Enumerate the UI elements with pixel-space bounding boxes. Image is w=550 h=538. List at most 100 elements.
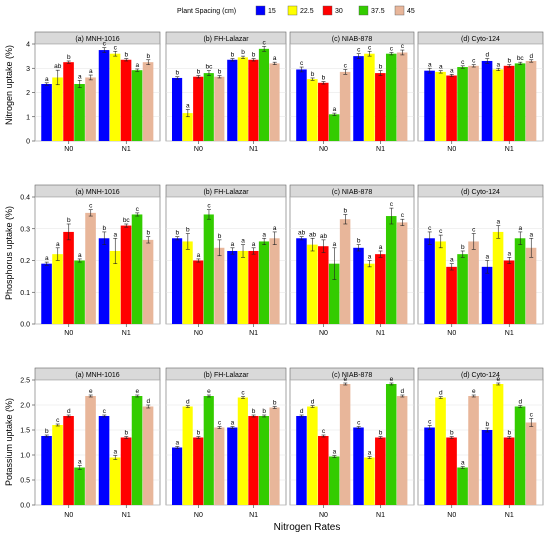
y-axis-title-2: Potassium uptake (%) xyxy=(4,398,14,486)
bar-1-3-N0-4 xyxy=(468,241,479,324)
significance-label-2-2-0-3: a xyxy=(333,449,337,456)
significance-label-2-0-1-1: a xyxy=(113,449,117,456)
x-tick-label-1-3-1: N1 xyxy=(505,330,514,337)
significance-label-2-3-1-3: d xyxy=(518,399,522,406)
significance-label-2-0-1-2: b xyxy=(124,430,128,437)
legend-swatch-0 xyxy=(255,5,266,16)
bar-1-2-N1-2 xyxy=(375,254,386,324)
legend: Plant Spacing (cm) 15 22.5 30 37.5 45 xyxy=(177,5,415,16)
significance-label-0-0-1-4: b xyxy=(146,53,150,60)
bar-1-3-N1-1 xyxy=(492,231,504,324)
significance-label-0-0-1-0: c xyxy=(103,41,107,48)
significance-label-2-1-1-3: b xyxy=(262,408,266,415)
significance-label-2-3-1-2: b xyxy=(507,430,511,437)
significance-label-1-3-1-0: a xyxy=(485,254,489,261)
chart-row-2: Potassium uptake (%) 0.0 0.5 1.0 1.5 2.0 2.5 (a… xyxy=(4,367,544,519)
significance-label-2-1-1-2: b xyxy=(252,408,256,415)
bar-0-0-N1-1 xyxy=(109,53,121,142)
significance-label-1-1-1-0: a xyxy=(231,241,235,248)
significance-label-1-3-0-3: b xyxy=(461,244,465,251)
bar-1-1-N0-0 xyxy=(172,238,183,324)
y-tick-label-0-4: 4 xyxy=(26,42,30,49)
bar-1-0-N1-2 xyxy=(120,225,132,324)
significance-label-1-3-0-2: a xyxy=(450,257,454,264)
panel-title-2-3: (d) Cyto-124 xyxy=(461,372,500,379)
y-tick-label-1-3: 0.3 xyxy=(20,226,30,233)
significance-label-0-1-1-4: a xyxy=(273,55,277,62)
bar-2-3-N1-0 xyxy=(481,430,493,505)
bar-1-1-N0-3 xyxy=(203,214,214,324)
significance-label-0-3-1-3: bc xyxy=(517,55,525,62)
bar-2-3-N0-0 xyxy=(424,427,435,505)
significance-label-1-3-0-4: c xyxy=(472,227,476,234)
significance-label-1-0-0-2: b xyxy=(67,217,71,224)
significance-label-0-2-0-0: c xyxy=(300,60,304,67)
bar-2-2-N0-4 xyxy=(339,384,351,505)
bar-0-0-N0-2 xyxy=(63,62,74,141)
bar-1-1-N1-3 xyxy=(258,241,270,324)
bar-2-2-N0-3 xyxy=(328,456,340,505)
x-tick-label-2-1-1: N1 xyxy=(249,512,258,519)
significance-label-1-0-1-3: c xyxy=(136,206,140,213)
bar-1-3-N1-0 xyxy=(481,266,493,324)
bar-0-2-N1-2 xyxy=(375,73,386,141)
bar-1-0-N0-0 xyxy=(41,263,52,324)
significance-label-1-0-0-4: c xyxy=(89,203,93,210)
bar-2-1-N1-0 xyxy=(227,427,238,505)
significance-label-0-0-1-1: c xyxy=(114,44,118,51)
significance-label-1-2-1-1: a xyxy=(368,254,372,261)
significance-label-0-2-0-2: b xyxy=(322,75,326,82)
bar-2-0-N0-2 xyxy=(63,416,74,505)
bar-0-3-N0-4 xyxy=(468,65,479,141)
y-tick-label-0-2: 2 xyxy=(26,90,30,97)
bar-1-0-N1-4 xyxy=(142,239,154,324)
bar-1-0-N1-0 xyxy=(98,238,110,324)
significance-label-1-0-0-0: a xyxy=(45,255,49,262)
significance-label-2-1-0-2: b xyxy=(197,430,201,437)
bar-2-1-N1-2 xyxy=(248,416,259,505)
significance-label-1-2-0-1: ab xyxy=(309,231,317,238)
bar-1-1-N1-0 xyxy=(227,250,238,324)
significance-label-1-3-1-4: a xyxy=(529,231,533,238)
x-tick-label-1-0-0: N0 xyxy=(64,330,73,337)
bar-0-2-N0-1 xyxy=(307,79,318,141)
bar-1-1-N1-4 xyxy=(269,238,280,324)
significance-label-2-2-0-0: d xyxy=(300,408,304,415)
y-tick-label-1-1: 0.1 xyxy=(20,290,30,297)
bar-1-2-N0-4 xyxy=(339,219,351,324)
bar-2-1-N1-3 xyxy=(258,416,270,505)
significance-label-1-1-1-3: a xyxy=(262,231,266,238)
x-tick-label-0-2-0: N0 xyxy=(319,146,328,153)
significance-label-0-2-1-4: c xyxy=(401,43,405,50)
bar-1-3-N0-0 xyxy=(424,238,435,324)
significance-label-0-1-0-1: a xyxy=(186,102,190,109)
legend-label-3: 37.5 xyxy=(371,8,385,15)
bar-0-3-N0-0 xyxy=(424,70,435,141)
panel-title-1-3: (d) Cyto-124 xyxy=(461,189,500,196)
legend-label-2: 30 xyxy=(335,8,343,15)
significance-label-1-0-1-1: a xyxy=(113,231,117,238)
legend-title: Plant Spacing (cm) xyxy=(177,8,236,15)
x-tick-label-0-1-0: N0 xyxy=(194,146,203,153)
significance-label-0-0-1-3: a xyxy=(135,62,139,69)
significance-label-1-1-1-1: a xyxy=(241,238,245,245)
bar-1-1-N1-2 xyxy=(248,250,259,324)
bar-2-1-N0-0 xyxy=(172,447,183,505)
bar-0-3-N1-1 xyxy=(492,69,504,141)
significance-label-0-3-0-4: c xyxy=(472,58,476,65)
bar-1-1-N0-4 xyxy=(214,247,225,324)
significance-label-2-3-1-0: b xyxy=(485,421,489,428)
x-tick-label-1-2-0: N0 xyxy=(319,330,328,337)
significance-label-0-0-0-3: a xyxy=(78,73,82,80)
x-tick-label-2-0-0: N0 xyxy=(64,512,73,519)
bar-1-2-N1-3 xyxy=(385,216,397,324)
significance-label-2-1-1-4: b xyxy=(273,400,277,407)
significance-label-2-3-0-0: c xyxy=(428,419,432,426)
bar-2-2-N1-0 xyxy=(353,427,364,505)
significance-label-0-1-0-4: b xyxy=(218,69,222,76)
significance-label-2-3-1-4: c xyxy=(530,412,534,419)
significance-label-2-1-0-1: d xyxy=(186,399,190,406)
